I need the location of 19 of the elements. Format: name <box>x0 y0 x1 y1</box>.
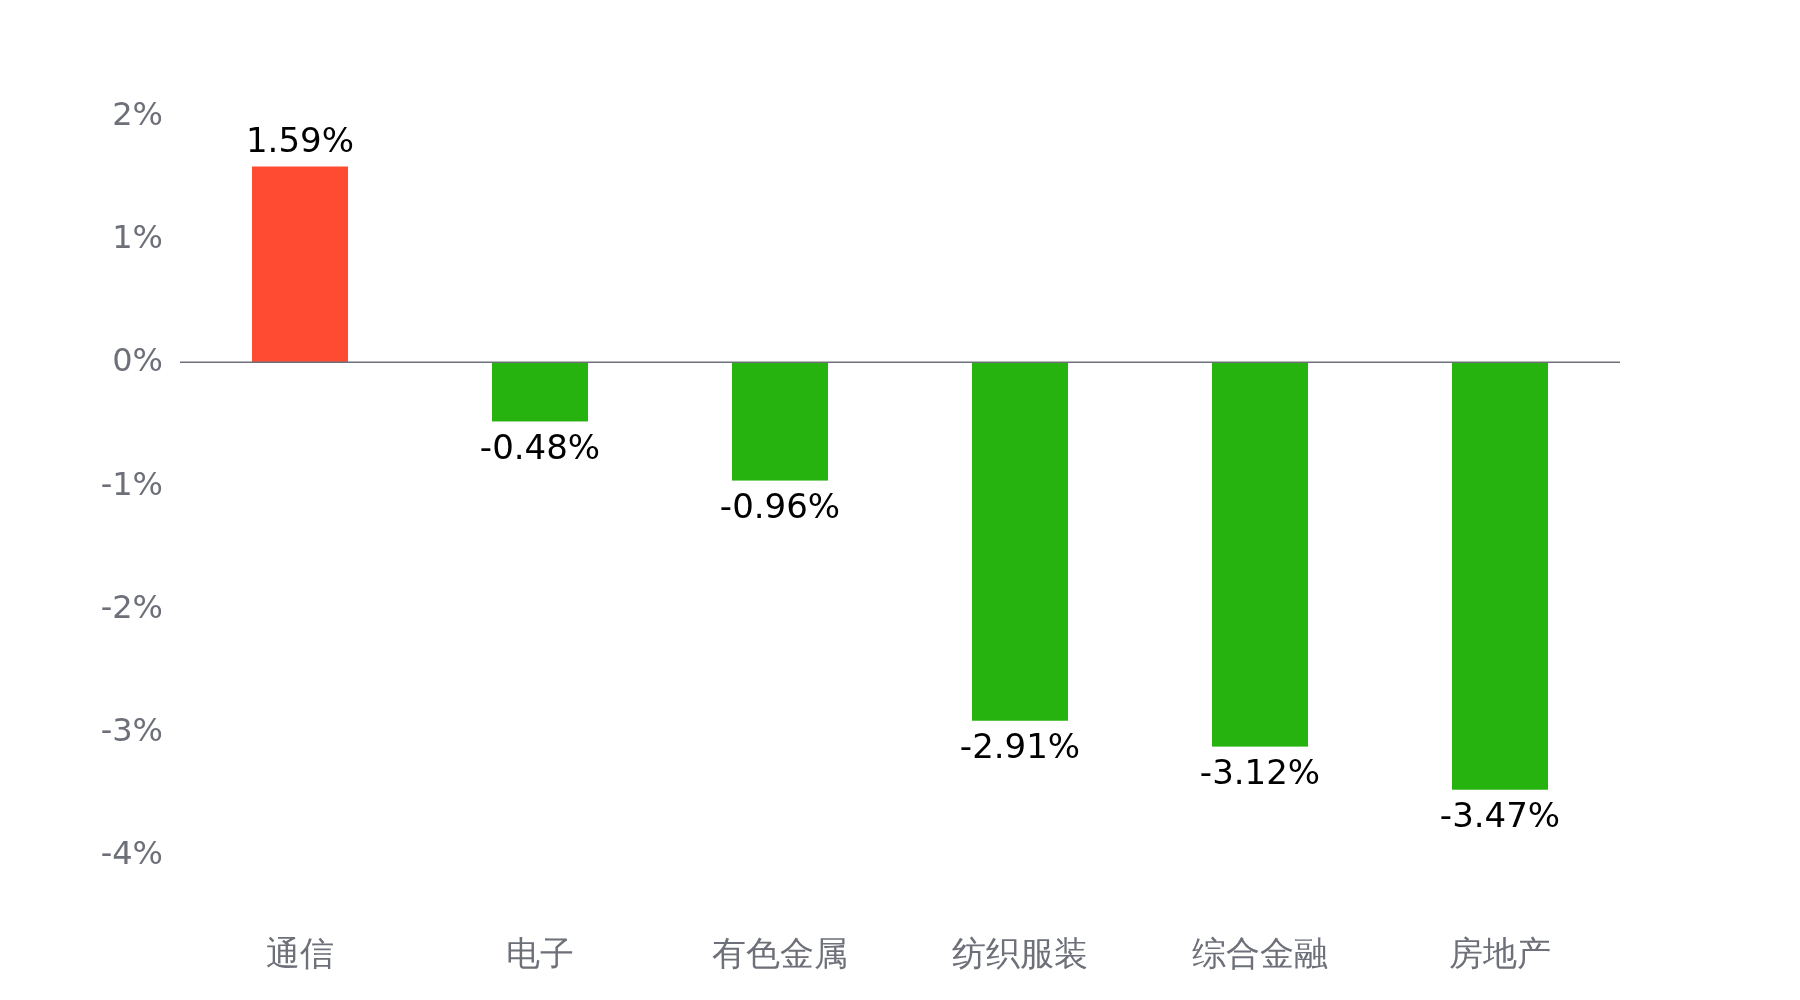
y-tick-label: -1% <box>100 464 163 503</box>
y-tick-label: 1% <box>112 218 163 257</box>
y-tick-label: -4% <box>100 834 163 872</box>
data-label: -3.12% <box>1199 752 1321 793</box>
data-label: -2.91% <box>959 726 1081 767</box>
x-tick-label: 综合金融 <box>1192 932 1328 973</box>
y-tick-label: 2% <box>112 95 163 133</box>
x-tick-label: 纺织服装 <box>952 932 1088 973</box>
x-tick-label: 有色金属 <box>712 932 848 973</box>
x-tick-label: 房地产 <box>1449 932 1551 973</box>
data-label: 1.59% <box>245 120 355 161</box>
data-label: -0.96% <box>719 486 841 527</box>
data-label: -0.48% <box>479 427 601 468</box>
y-tick-label: 0% <box>112 341 163 380</box>
data-label: -3.47% <box>1439 795 1561 836</box>
y-tick-label: -2% <box>100 587 163 626</box>
x-tick-label: 通信 <box>266 932 334 973</box>
y-tick-label: -3% <box>100 710 163 749</box>
x-tick-label: 电子 <box>506 932 574 973</box>
